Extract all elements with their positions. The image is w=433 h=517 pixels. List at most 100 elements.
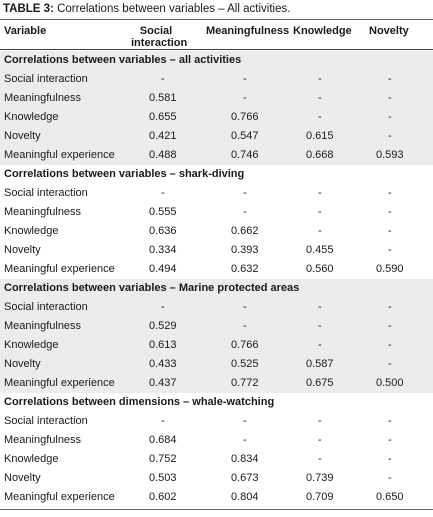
table-cell: 0.581 — [149, 92, 177, 104]
table-row: Meaningfulness 0.684 - - - — [0, 431, 433, 450]
table-cell: 0.488 — [149, 149, 177, 161]
table-cell: 0.393 — [231, 244, 259, 256]
table-row: Social interaction - - - - — [0, 298, 433, 317]
table-cell: - — [388, 301, 392, 313]
row-label: Knowledge — [4, 225, 59, 237]
table-cell: 0.668 — [306, 149, 334, 161]
section-title: Correlations between dimensions – whale-… — [4, 396, 275, 408]
section-header-row: Correlations between dimensions – whale-… — [0, 393, 433, 412]
table-cell: 0.615 — [306, 130, 334, 142]
table-cell: - — [388, 206, 392, 218]
table-cell: 0.709 — [306, 491, 334, 503]
table-row: Knowledge 0.655 0.766 - - — [0, 108, 433, 127]
caption-label: TABLE 3: — [3, 3, 54, 15]
table-row: Novelty 0.503 0.673 0.739 - — [0, 469, 433, 488]
table-cell: 0.587 — [306, 358, 334, 370]
table-cell: - — [318, 206, 322, 218]
section-header-row: Correlations between variables – Marine … — [0, 279, 433, 298]
row-label: Novelty — [4, 244, 41, 256]
table-cell: 0.593 — [376, 149, 404, 161]
row-label: Knowledge — [4, 453, 59, 465]
header-social-line1: Social — [139, 25, 173, 37]
table-row: Meaningful experience 0.602 0.804 0.709 0.65… — [0, 488, 433, 507]
table-cell: - — [243, 301, 247, 313]
table-cell: - — [243, 320, 247, 332]
row-label: Social interaction — [4, 415, 88, 427]
table-cell: 0.834 — [231, 453, 259, 465]
table-row: Knowledge 0.636 0.662 - - — [0, 222, 433, 241]
table-cell: 0.500 — [376, 377, 404, 389]
table-cell: - — [318, 320, 322, 332]
table-cell: 0.503 — [149, 472, 177, 484]
table-cell: 0.494 — [149, 263, 177, 275]
row-label: Novelty — [4, 358, 41, 370]
header-social-interaction: Social interaction — [131, 25, 188, 49]
row-label: Novelty — [4, 130, 41, 142]
table-cell: 0.433 — [149, 358, 177, 370]
table-cell: - — [318, 73, 322, 85]
top-rule — [0, 19, 433, 20]
header-meaningfulness: Meaningfulness — [206, 25, 290, 37]
table-cell: - — [161, 187, 165, 199]
table-row: Meaningful experience 0.437 0.772 0.675 0.50… — [0, 374, 433, 393]
table-cell: - — [388, 73, 392, 85]
table-cell: 0.684 — [149, 434, 177, 446]
row-label: Meaningfulness — [4, 92, 82, 104]
row-label: Meaningful experience — [4, 263, 115, 275]
table-cell: - — [318, 434, 322, 446]
table-cell: - — [388, 130, 392, 142]
table-cell: - — [388, 339, 392, 351]
table-cell: - — [388, 453, 392, 465]
table-row: Novelty 0.433 0.525 0.587 - — [0, 355, 433, 374]
header-novelty: Novelty — [369, 25, 409, 37]
table-cell: 0.766 — [231, 339, 259, 351]
table-cell: 0.525 — [231, 358, 259, 370]
table-cell: 0.636 — [149, 225, 177, 237]
table-row: Social interaction - - - - — [0, 184, 433, 203]
table-cell: - — [318, 415, 322, 427]
table-cell: - — [318, 225, 322, 237]
bottom-rule — [0, 509, 433, 510]
table-cell: - — [318, 301, 322, 313]
table-row: Novelty 0.334 0.393 0.455 - — [0, 241, 433, 260]
table-cell: - — [388, 92, 392, 104]
table-caption: TABLE 3: Correlations between variables … — [3, 3, 290, 15]
table-cell: 0.675 — [306, 377, 334, 389]
table-cell: - — [161, 73, 165, 85]
table-cell: 0.655 — [149, 111, 177, 123]
table-row: Knowledge 0.613 0.766 - - — [0, 336, 433, 355]
table-row: Meaningfulness 0.529 - - - — [0, 317, 433, 336]
header-social-line2: interaction — [131, 37, 188, 49]
row-label: Meaningfulness — [4, 320, 82, 332]
table-cell: - — [388, 187, 392, 199]
table-cell: 0.590 — [376, 263, 404, 275]
table-cell: - — [318, 339, 322, 351]
row-label: Novelty — [4, 472, 41, 484]
table-row: Novelty 0.421 0.547 0.615 - — [0, 127, 433, 146]
table-cell: 0.529 — [149, 320, 177, 332]
table-cell: 0.739 — [306, 472, 334, 484]
row-label: Social interaction — [4, 301, 88, 313]
table-row: Social interaction - - - - — [0, 412, 433, 431]
section-title: Correlations between variables – all act… — [4, 54, 242, 66]
table-cell: - — [243, 434, 247, 446]
table-cell: - — [388, 434, 392, 446]
table-cell: 0.560 — [306, 263, 334, 275]
table-cell: - — [388, 472, 392, 484]
table-row: Meaningfulness 0.555 - - - — [0, 203, 433, 222]
table-cell: - — [243, 92, 247, 104]
table-cell: 0.772 — [231, 377, 259, 389]
table-cell: 0.632 — [231, 263, 259, 275]
section-title: Correlations between variables – Marine … — [4, 282, 300, 294]
table-cell: - — [243, 415, 247, 427]
table-cell: 0.752 — [149, 453, 177, 465]
table-cell: 0.662 — [231, 225, 259, 237]
table-cell: - — [388, 320, 392, 332]
table-cell: 0.455 — [306, 244, 334, 256]
row-label: Meaningfulness — [4, 434, 82, 446]
table-cell: - — [161, 301, 165, 313]
table-row: Meaningful experience 0.488 0.746 0.668 0.59… — [0, 146, 433, 165]
section-title: Correlations between variables – shark-d… — [4, 168, 245, 180]
table-cell: - — [243, 187, 247, 199]
table-row: Social interaction - - - - — [0, 70, 433, 89]
